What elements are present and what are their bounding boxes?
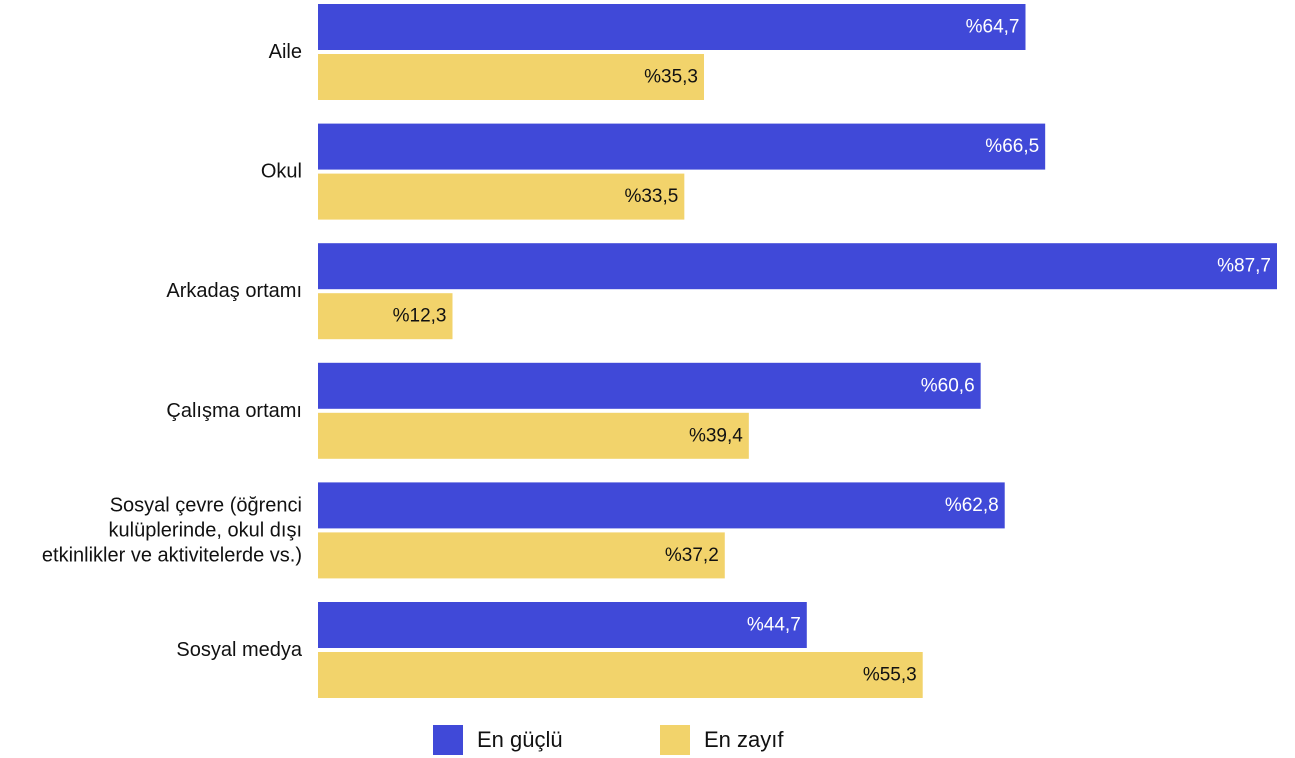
category-label: etkinlikler ve aktivitelerde vs.) [42, 544, 302, 566]
bar-strongest [318, 243, 1277, 290]
legend-item-strongest: En güçlü [433, 722, 563, 758]
category-label: Sosyal medya [176, 639, 302, 661]
data-label-weakest: %35,3 [644, 67, 698, 88]
bar-group: %44,7 %55,3 Sosyal medya [176, 602, 923, 698]
legend-item-weakest: En zayıf [660, 722, 783, 758]
bar-strongest [318, 123, 1046, 170]
category-label: Aile [269, 41, 302, 63]
bar-group: %60,6 %39,4 Çalışma ortamı [166, 362, 981, 459]
bar-weakest [318, 412, 749, 459]
bar-strongest [318, 602, 807, 648]
bar-group: %66,5 %33,5 Okul [261, 123, 1046, 220]
data-label-weakest: %37,2 [665, 545, 719, 566]
data-label-weakest: %12,3 [393, 306, 447, 327]
data-label-weakest: %39,4 [689, 425, 743, 446]
legend-swatch-strongest [433, 725, 463, 755]
bar-group: %64,7 %35,3 Aile [269, 4, 1026, 100]
legend-swatch-weakest [660, 725, 690, 755]
data-label-strongest: %44,7 [747, 615, 801, 636]
bar-weakest [318, 54, 705, 100]
data-label-strongest: %64,7 [966, 17, 1020, 38]
category-label: kulüplerinde, okul dışı [109, 519, 302, 541]
data-label-strongest: %87,7 [1217, 256, 1271, 277]
bar-strongest [318, 482, 1005, 529]
category-label: Okul [261, 161, 302, 183]
legend-label-strongest: En güçlü [477, 727, 563, 752]
data-label-weakest: %55,3 [863, 665, 917, 686]
bar-group: %62,8 %37,2 Sosyal çevre (öğrenci kulüpleri… [42, 482, 1005, 579]
legend-label-weakest: En zayıf [704, 727, 784, 752]
bar-strongest [318, 362, 981, 409]
category-label: Arkadaş ortamı [166, 280, 302, 302]
data-label-strongest: %60,6 [921, 375, 975, 396]
bar-weakest [318, 173, 685, 220]
bar-weakest [318, 652, 923, 698]
bar-strongest [318, 4, 1026, 50]
bar-weakest [318, 293, 453, 340]
bar-weakest [318, 532, 725, 579]
category-label: Çalışma ortamı [166, 400, 302, 422]
data-label-strongest: %62,8 [945, 495, 999, 516]
data-label-strongest: %66,5 [985, 136, 1039, 157]
chart-legend: En güçlü En zayıf [0, 722, 1295, 758]
data-label-weakest: %33,5 [624, 186, 678, 207]
chart-plot-area: %64,7 %35,3 Aile %66,5 %33,5 Okul %87,7 %12,3 Ar… [41, 4, 1277, 698]
category-label: Sosyal çevre (öğrenci [110, 494, 302, 516]
bar-group: %87,7 %12,3 Arkadaş ortamı [166, 243, 1277, 340]
